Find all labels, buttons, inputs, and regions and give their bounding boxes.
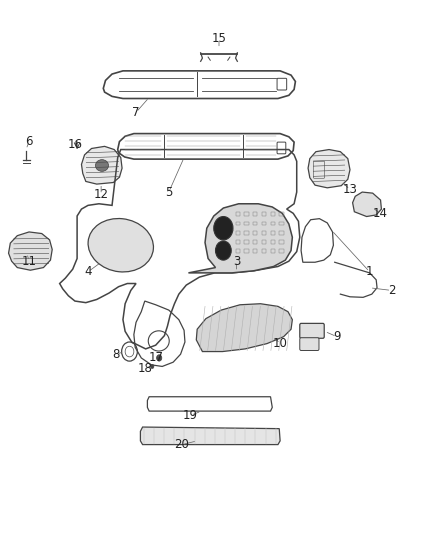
Text: 1: 1 [366,265,373,278]
Bar [262,212,266,216]
Polygon shape [141,427,280,445]
Text: 4: 4 [84,265,92,278]
Bar [244,222,249,225]
Text: 5: 5 [165,185,173,199]
Text: 19: 19 [183,409,198,422]
Bar [279,240,284,244]
Bar [262,222,266,225]
Text: 11: 11 [21,255,37,268]
Bar [262,240,266,244]
Text: 12: 12 [94,188,109,201]
Bar [244,240,249,244]
Text: 14: 14 [373,207,388,220]
Bar [244,249,249,253]
Text: 9: 9 [333,330,341,343]
Text: 3: 3 [233,255,240,268]
Text: 16: 16 [67,138,82,151]
Bar [262,231,266,235]
Text: 8: 8 [113,348,120,361]
Ellipse shape [88,219,153,272]
Bar [244,231,249,235]
Bar [279,222,284,225]
Polygon shape [308,150,350,188]
Bar [271,212,275,216]
Bar [236,222,240,225]
Text: 6: 6 [25,135,33,148]
Bar [253,231,258,235]
Bar [262,249,266,253]
Circle shape [150,365,154,368]
Text: 17: 17 [148,351,163,365]
Text: 10: 10 [273,337,288,350]
Polygon shape [9,232,52,270]
Text: 2: 2 [388,284,395,297]
Text: 7: 7 [132,106,140,119]
Bar [253,249,258,253]
Bar [271,231,275,235]
Bar [253,240,258,244]
Bar [271,222,275,225]
Bar [244,212,249,216]
Text: 18: 18 [138,362,152,375]
Polygon shape [196,304,292,352]
Bar [253,212,258,216]
Circle shape [215,241,231,260]
Text: 20: 20 [174,438,189,451]
Circle shape [214,216,233,240]
Bar [271,240,275,244]
Bar [279,249,284,253]
Bar [279,231,284,235]
FancyBboxPatch shape [300,324,324,338]
Bar [236,249,240,253]
Circle shape [156,355,162,361]
Ellipse shape [95,160,109,171]
Bar [271,249,275,253]
Text: 13: 13 [343,183,357,196]
Bar [253,222,258,225]
Bar [236,212,240,216]
Polygon shape [81,147,122,184]
Polygon shape [353,192,381,216]
Bar [236,231,240,235]
Text: 15: 15 [212,33,226,45]
Polygon shape [188,204,292,273]
Bar [279,212,284,216]
FancyBboxPatch shape [300,338,319,351]
Bar [236,240,240,244]
